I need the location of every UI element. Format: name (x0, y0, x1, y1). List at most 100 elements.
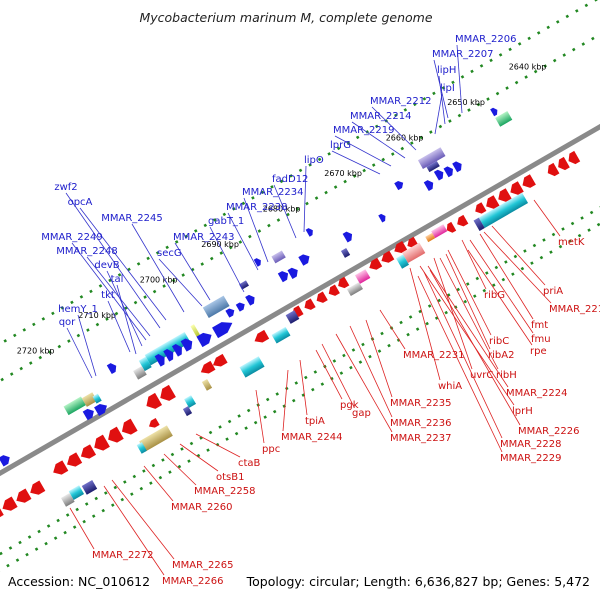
rail-tick (98, 284, 103, 288)
gene-label[interactable]: MMAR_2234 (242, 187, 304, 198)
gene-label[interactable]: devB (94, 260, 119, 271)
gene-label[interactable]: gap (352, 408, 371, 419)
rail-tick (495, 91, 500, 96)
forward-gene-arrow (253, 258, 261, 267)
gene-label[interactable]: MMAR_2258 (194, 486, 256, 497)
gene-label[interactable]: MMAR_2207 (432, 49, 494, 60)
gene-leader-line (227, 212, 259, 271)
forward-gene-arrow (212, 322, 233, 339)
gene-label[interactable]: tkt (101, 290, 115, 301)
gene-label[interactable]: gabT_1 (208, 216, 244, 227)
gene-label[interactable]: ribA2 (488, 350, 514, 361)
rail-tick (270, 185, 274, 189)
rail-tick (380, 331, 384, 336)
rail-tick (371, 163, 376, 167)
rail-tick (146, 256, 150, 261)
gene-leader-line (282, 369, 289, 432)
gene-label[interactable]: fadD12 (272, 174, 308, 185)
rail-tick (387, 343, 391, 348)
gene-label[interactable]: hemY_1 (58, 304, 98, 315)
reverse-gene-arrow (121, 418, 138, 435)
rail-tick (25, 552, 29, 557)
gene-label[interactable]: MMAR_2245 (101, 213, 163, 224)
rail-tick (587, 228, 591, 232)
gene-label[interactable]: MMAR_2237 (390, 433, 452, 444)
gene-label[interactable]: tal (111, 274, 124, 285)
gene-label[interactable]: MMAR_2236 (390, 418, 452, 429)
gene-label[interactable]: lprG (330, 140, 351, 151)
rail-tick (542, 238, 546, 242)
reverse-gene-arrow (146, 392, 163, 409)
gene-label[interactable]: zwf2 (54, 182, 77, 193)
gene-label[interactable]: ctaB (238, 458, 261, 469)
rail-tick (105, 317, 109, 321)
rail-tick (419, 135, 424, 140)
gene-label[interactable]: MMAR_2226 (518, 426, 580, 437)
gene-label[interactable]: priA (543, 286, 563, 297)
rail-tick (12, 333, 17, 338)
gene-label[interactable]: ribC (489, 336, 509, 347)
gene-label[interactable]: MMAR_2229 (500, 453, 562, 464)
rail-tick (152, 289, 157, 294)
gene-label[interactable]: MMAR_2272 (92, 550, 154, 561)
rail-tick (76, 333, 81, 338)
gene-label[interactable]: fmu (531, 334, 551, 345)
rail-tick (425, 321, 429, 326)
gene-label[interactable]: MMAR_2265 (172, 560, 234, 571)
gene-label[interactable]: metK (558, 237, 585, 248)
gene-label[interactable]: MMAR_2224 (506, 388, 568, 399)
rail-tick (381, 157, 386, 162)
gene-label[interactable]: MMAR_2249 (41, 232, 103, 243)
gene-label[interactable]: MMAR_2214 (350, 111, 412, 122)
reverse-gene-arrow (254, 329, 270, 343)
forward-gene-arrow (82, 408, 94, 421)
gene-leader-line (365, 319, 393, 398)
gene-label[interactable]: pgk (340, 400, 359, 411)
gene-label[interactable]: otsB1 (216, 472, 244, 483)
rail-tick (400, 146, 405, 151)
gene-label[interactable]: MMAR_2235 (390, 398, 452, 409)
gene-label[interactable]: opcA (68, 197, 93, 208)
gene-label[interactable]: lprH (512, 406, 533, 417)
gene-label[interactable]: MMAR_2266 (162, 576, 224, 587)
gene-label[interactable]: lipO (304, 155, 324, 166)
gene-leader-line (351, 121, 406, 159)
gene-label[interactable]: fmt (531, 320, 548, 331)
rail-tick (580, 216, 584, 220)
forward-gene-arrow (0, 455, 10, 467)
gene-label[interactable]: MMAR_2248 (56, 246, 118, 257)
rail-tick (95, 322, 100, 327)
gene-label[interactable]: MMAR_2228 (500, 439, 562, 450)
gene-label[interactable]: ribH (496, 370, 517, 381)
gene-label[interactable]: secG (157, 248, 182, 259)
gene-label[interactable]: MMAR_2238 (226, 202, 288, 213)
rail-tick (308, 163, 312, 167)
gene-label[interactable]: ribG (484, 290, 505, 301)
gene-leader-line (163, 453, 197, 486)
gene-label[interactable]: qor (59, 317, 76, 328)
gene-label[interactable]: uvrC (470, 370, 493, 381)
forward-gene-arrow (452, 161, 462, 173)
gene-label[interactable]: MMAR_2243 (173, 232, 235, 243)
gene-label[interactable]: ppc (262, 444, 280, 455)
rail-tick (165, 245, 169, 250)
gene-label[interactable]: whiA (438, 381, 462, 392)
rail-tick (520, 266, 525, 271)
gene-label[interactable]: MMAR_2213 (549, 304, 600, 315)
gene-label[interactable]: rpe (530, 346, 547, 357)
gene-label[interactable]: lipI (440, 83, 455, 94)
rail-tick (222, 212, 227, 217)
gene-label[interactable]: MMAR_2219 (333, 125, 395, 136)
gene-label[interactable]: MMAR_2206 (455, 34, 517, 45)
gene-label[interactable]: lipH (437, 65, 456, 76)
gene-leader-line (417, 275, 503, 453)
rail-tick (377, 349, 382, 353)
gene-label[interactable]: MMAR_2244 (281, 432, 343, 443)
gene-label[interactable]: MMAR_2212 (370, 96, 432, 107)
rail-tick (276, 218, 281, 222)
gene-label[interactable]: tpiA (305, 416, 325, 427)
gene-label[interactable]: MMAR_2260 (171, 502, 233, 513)
gene-label[interactable]: MMAR_2231 (403, 350, 465, 361)
gene-leader-line (209, 226, 245, 293)
